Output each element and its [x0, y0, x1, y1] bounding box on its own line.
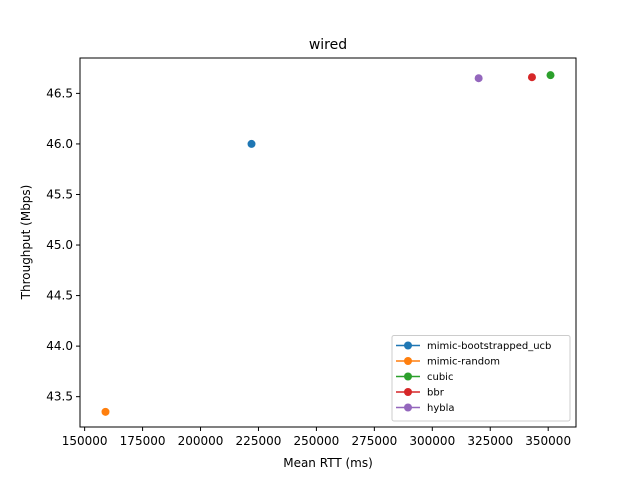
legend-marker: [404, 388, 412, 396]
x-tick-label: 325000: [467, 434, 513, 448]
legend-marker: [404, 341, 412, 350]
y-tick-label: 45.0: [46, 238, 73, 252]
legend-label: cubic: [427, 372, 453, 383]
y-tick-label: 44.0: [46, 339, 73, 353]
y-tick-label: 46.0: [46, 137, 73, 151]
y-axis-title: Throughput (Mbps): [19, 185, 33, 301]
y-tick-label: 43.5: [46, 390, 73, 404]
data-point-cubic: [546, 71, 555, 80]
x-axis-title: Mean RTT (ms): [283, 456, 373, 470]
legend-label: mimic-bootstrapped_ucb: [427, 341, 551, 352]
legend-marker: [404, 357, 412, 365]
plot-frame: [79, 57, 577, 428]
data-point-mimic-bootstrapped_ucb: [247, 139, 256, 148]
x-tick-label: 175000: [120, 434, 166, 448]
x-tick-label: 225000: [236, 434, 282, 448]
legend-marker: [404, 372, 412, 381]
x-tick-label: 200000: [178, 434, 224, 448]
x-tick-label: 300000: [409, 434, 455, 448]
x-tick-label: 275000: [351, 434, 397, 448]
legend: mimic-bootstrapped_ucb mimic-random cubic b…: [391, 335, 571, 422]
data-point-hybla: [474, 74, 483, 83]
y-tick-label: 44.5: [46, 289, 73, 303]
x-tick-label: 150000: [62, 434, 108, 448]
legend-box: [391, 335, 571, 422]
plot-area: 150000 175000 200000 225000 250000 275000 3000…: [46, 71, 571, 448]
y-tick-label: 46.5: [46, 86, 73, 100]
data-point-mimic-random: [101, 407, 110, 416]
legend-marker: [404, 403, 412, 412]
x-tick-label: 350000: [525, 434, 571, 448]
legend-label: mimic-random: [427, 357, 500, 368]
legend-label: bbr: [427, 388, 445, 399]
y-tick-label: 45.5: [46, 187, 73, 201]
legend-label: hybla: [427, 403, 455, 414]
data-point-bbr: [527, 73, 536, 82]
chart-title: wired: [309, 37, 347, 53]
x-tick-label: 250000: [294, 434, 340, 448]
